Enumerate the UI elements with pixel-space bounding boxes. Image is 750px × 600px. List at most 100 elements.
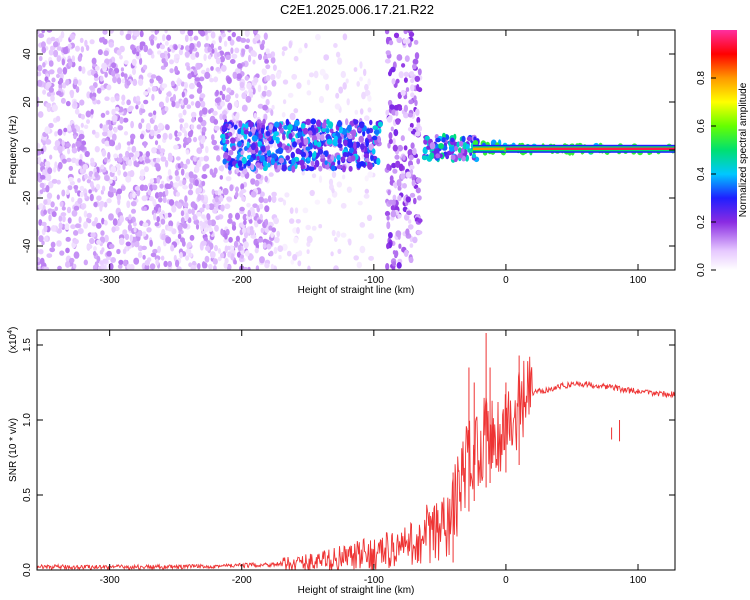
spectrogram-cell	[388, 138, 393, 145]
spectrogram-cell	[321, 122, 327, 129]
spectrogram-cell	[417, 218, 423, 224]
spectrogram-cell	[277, 147, 284, 155]
spectrogram-cell	[265, 64, 271, 70]
spectrogram-cell	[92, 264, 98, 270]
spectrogram-cell	[225, 139, 230, 145]
spectrogram-cell	[139, 133, 145, 140]
spectrogram-cell	[211, 48, 215, 54]
spectrogram-cell	[41, 30, 45, 34]
spectrogram-cell	[184, 195, 188, 203]
colorbar: 0.0 0.2 0.4 0.6 0.8 Normalized spectral ampl…	[696, 30, 749, 277]
spectrogram-cell	[83, 259, 89, 266]
spectrogram-cell	[77, 178, 81, 183]
spectrogram-cell	[271, 79, 277, 87]
spectrogram-cell	[159, 44, 165, 50]
spectrogram-cell	[63, 127, 68, 133]
spectrogram-cell	[409, 71, 415, 77]
spectrogram-cell	[80, 114, 85, 120]
spectrogram-cell	[97, 266, 102, 270]
spectrogram-cell	[150, 129, 155, 137]
spectrogram-cell	[346, 98, 350, 106]
spectrogram-cell	[81, 66, 86, 74]
spectrogram-cell	[43, 266, 50, 270]
spectrogram-cell	[174, 53, 180, 59]
spectrogram-cell	[249, 254, 254, 260]
spectrogram-cell	[113, 175, 117, 181]
spectrogram-cell	[369, 119, 373, 126]
spectrogram-cell	[37, 64, 43, 72]
spectrogram-cell	[37, 156, 42, 164]
spectrogram-cell	[135, 95, 141, 102]
spectrogram-cell	[342, 82, 347, 90]
spectrogram-cell	[413, 95, 417, 101]
spectrogram-cell	[388, 132, 393, 140]
spectrogram-cell	[412, 236, 418, 244]
spectrogram-cell	[266, 53, 272, 59]
spectrogram-cell	[336, 230, 341, 238]
spectrogram-cell	[187, 30, 194, 37]
spectrogram-cell	[215, 66, 221, 72]
spectrogram-cell	[86, 179, 92, 184]
spectrogram-cell	[283, 124, 289, 130]
spectrogram-cell	[163, 260, 168, 268]
spectrogram-cell	[40, 41, 46, 49]
spectrogram-cell	[71, 147, 78, 154]
spectrogram-cell	[137, 251, 143, 258]
spectrogram-cell	[176, 266, 182, 270]
y-tick-label: 0.0	[22, 563, 33, 577]
spectrogram-cell	[230, 137, 236, 144]
spectrogram-cell	[73, 134, 77, 140]
spectrogram-cell	[284, 192, 290, 198]
spectrogram-cell	[215, 57, 221, 65]
spectrogram-cell	[389, 104, 395, 110]
spectrogram-cell	[220, 204, 225, 212]
spectrogram-cell	[305, 224, 312, 231]
spectrogram-cell	[104, 96, 110, 101]
spectrogram-cell	[60, 31, 65, 39]
spectrogram-cell	[246, 202, 251, 208]
spectrogram-cell	[120, 72, 125, 77]
spectrogram-cell	[37, 102, 40, 108]
spectrogram-cell	[298, 250, 303, 257]
spectrogram-cell	[189, 36, 193, 42]
spectrogram-cell	[139, 156, 143, 162]
spectrogram-cell	[285, 155, 291, 161]
spectrogram-cell	[186, 65, 191, 71]
spectrogram-cell	[285, 118, 290, 126]
spectrogram-cell	[295, 219, 301, 224]
spectrogram-cell	[313, 139, 318, 146]
spectrogram-cell	[134, 186, 140, 191]
spectrogram-cell	[242, 227, 246, 234]
spectrogram-cell	[160, 156, 167, 162]
spectrogram-cell	[210, 31, 216, 39]
spectrogram-cell	[334, 103, 341, 110]
spectrogram-cell	[104, 71, 108, 78]
spectrogram-cell	[240, 188, 247, 194]
spectrogram-cell	[219, 90, 223, 96]
spectrogram-cell	[173, 44, 178, 51]
spectrogram-cell	[259, 191, 265, 197]
x-tick-label: 0	[503, 275, 509, 286]
spectrogram-cell	[390, 210, 397, 218]
spectrogram-cell	[117, 157, 123, 163]
spectrogram-cell	[109, 185, 114, 193]
spectrogram-cell	[259, 203, 264, 210]
spectrogram-cell	[409, 243, 414, 248]
spectrogram-cell	[144, 259, 150, 266]
spectrogram-cell	[180, 100, 185, 106]
spectrogram-cell	[172, 94, 176, 102]
spectrogram-cell	[414, 52, 420, 60]
spectrogram-cell	[73, 78, 79, 86]
spectrogram-cell	[101, 36, 105, 42]
spectrogram-cell	[136, 51, 140, 57]
spectrogram-cell	[324, 160, 328, 166]
spectrogram-cell	[394, 154, 400, 160]
spectrogram-cell	[110, 257, 116, 263]
spectrogram-cell	[467, 148, 473, 153]
spectrogram-cell	[208, 263, 213, 270]
spectrogram-cell	[99, 260, 104, 265]
spectrogram-cell	[145, 151, 150, 158]
spectrogram-cell	[257, 219, 262, 225]
spectrogram-cell	[77, 197, 83, 205]
spectrogram-cell	[192, 156, 198, 162]
